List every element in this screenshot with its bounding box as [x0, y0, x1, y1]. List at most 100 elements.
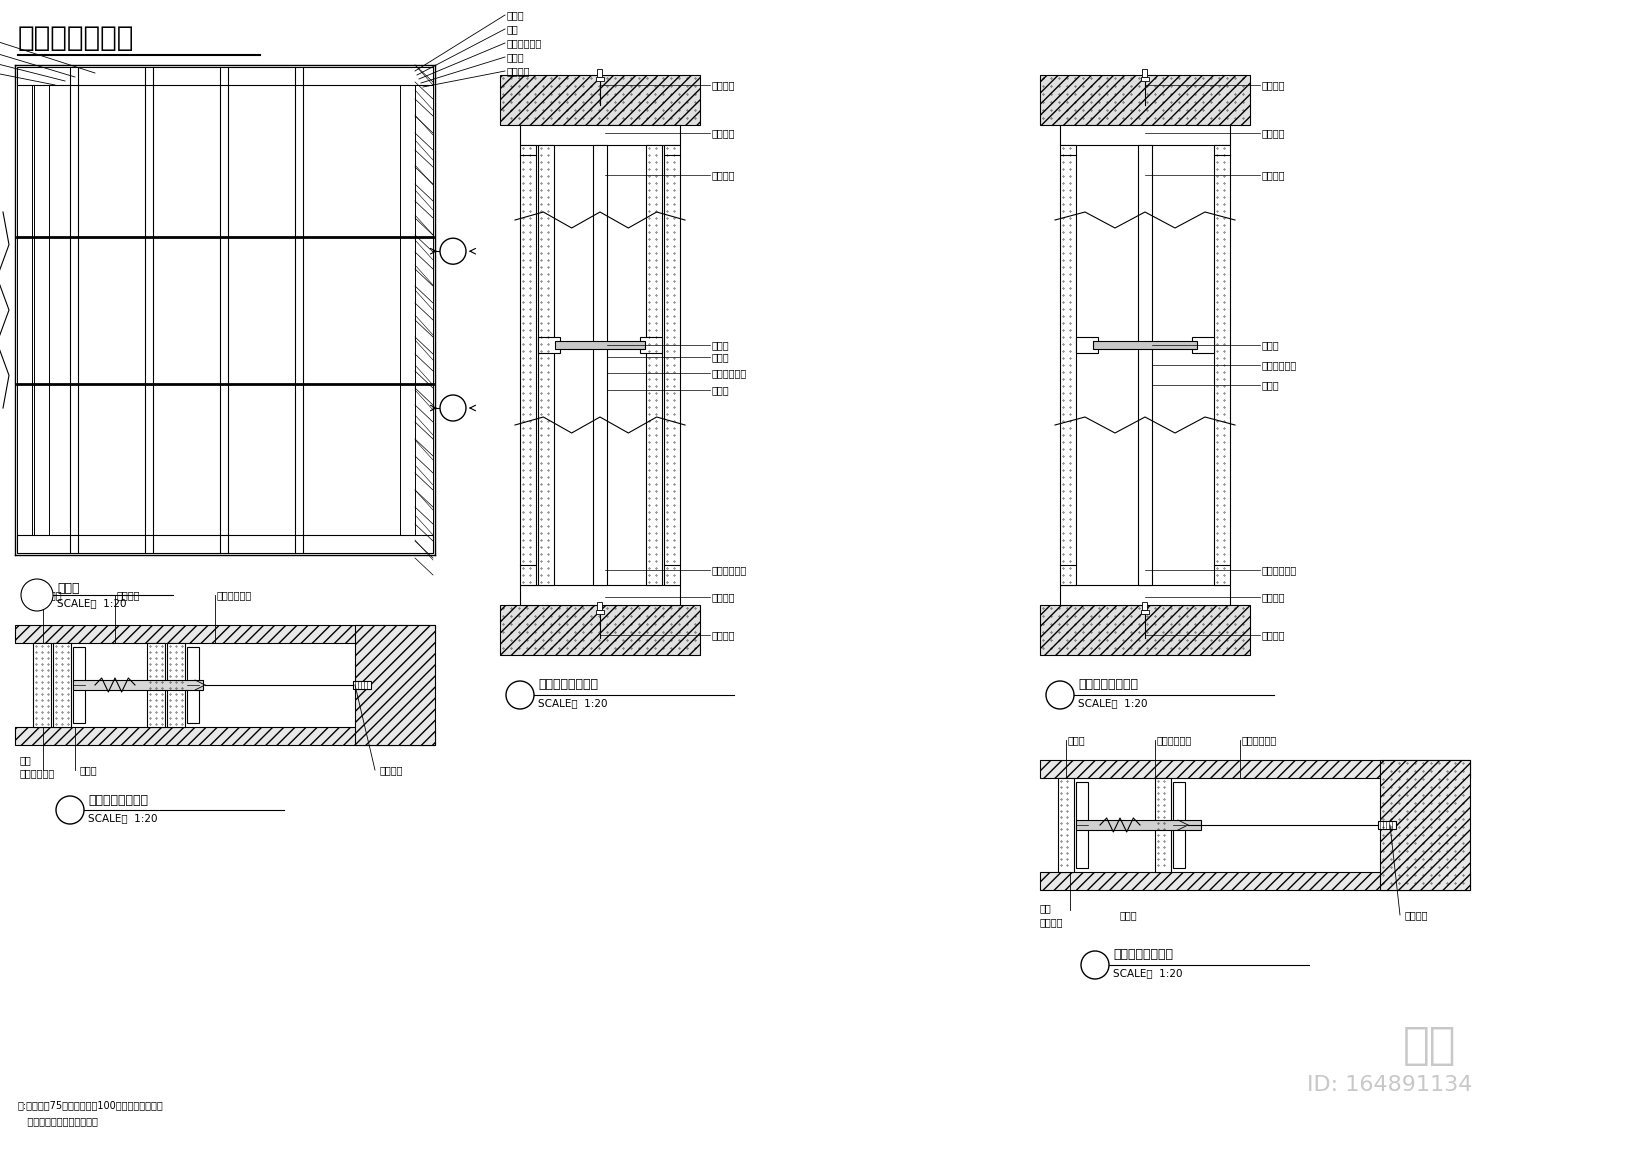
Text: 通贯横撑龙骨: 通贯横撑龙骨 [712, 368, 747, 377]
Text: 石膏板: 石膏板 [1262, 380, 1279, 390]
Text: SCALE：  1:20: SCALE： 1:20 [58, 598, 127, 608]
Text: 膨胀螺栓: 膨胀螺栓 [712, 80, 735, 90]
Text: 竖向龙骨: 竖向龙骨 [712, 170, 735, 181]
Bar [1060, 125, 1229, 144]
Text: 石膏板: 石膏板 [712, 384, 730, 395]
Bar [1139, 144, 1152, 585]
Text: 高强度自攻丝: 高强度自攻丝 [20, 768, 56, 778]
Bar [1076, 820, 1201, 829]
Bar [1040, 871, 1470, 890]
Bar [1040, 760, 1470, 778]
Text: 单层石膏板剖面图: 单层石膏板剖面图 [1112, 948, 1173, 961]
Text: 双层石膏板剖面图: 双层石膏板剖面图 [87, 793, 148, 806]
Text: 膨胀螺栓: 膨胀螺栓 [712, 630, 735, 640]
Bar [664, 144, 681, 585]
Text: 膨胀螺栓: 膨胀螺栓 [1406, 910, 1429, 920]
Bar [1142, 69, 1147, 77]
Bar [1379, 760, 1470, 890]
Text: 支撑卡: 支撑卡 [1262, 340, 1279, 350]
Text: 轻钢龙骨应必须满填隔音毡: 轻钢龙骨应必须满填隔音毡 [18, 1116, 97, 1127]
Bar [35, 68, 49, 553]
Text: 立面图: 立面图 [58, 581, 79, 594]
Text: 单层石膏板剖面图: 单层石膏板剖面图 [1078, 678, 1139, 692]
Bar [1155, 778, 1172, 871]
Bar [73, 680, 203, 690]
Bar [15, 624, 435, 643]
Circle shape [56, 796, 84, 824]
Bar [639, 337, 662, 353]
Text: 隔墙系列节点图: 隔墙系列节点图 [18, 24, 135, 52]
Bar [186, 647, 199, 723]
Text: 高强度自攻丝: 高强度自攻丝 [1262, 565, 1297, 576]
Bar [166, 643, 185, 727]
Circle shape [506, 682, 534, 709]
Bar [499, 605, 700, 655]
Bar [15, 727, 435, 744]
Bar [400, 68, 415, 553]
Text: 通贯横撑龙骨: 通贯横撑龙骨 [1243, 735, 1277, 744]
Bar [521, 585, 681, 605]
Bar [593, 144, 606, 585]
Circle shape [1081, 951, 1109, 979]
Text: 石膏板: 石膏板 [44, 589, 63, 600]
Bar [1040, 605, 1249, 655]
Text: 石膏板: 石膏板 [1121, 910, 1137, 920]
Circle shape [440, 395, 466, 421]
Text: 沿地龙骨: 沿地龙骨 [1262, 592, 1285, 602]
Text: 竖向龙骨: 竖向龙骨 [117, 589, 140, 600]
Text: SCALE：  1:20: SCALE： 1:20 [1078, 698, 1147, 708]
Bar [1140, 77, 1149, 82]
Bar [521, 125, 681, 144]
Text: 竖向龙骨: 竖向龙骨 [1040, 917, 1063, 927]
Bar [1060, 585, 1229, 605]
Text: SCALE：  1:20: SCALE： 1:20 [1112, 968, 1183, 977]
Text: 膨胀螺栓: 膨胀螺栓 [381, 765, 404, 775]
Text: 知东: 知东 [1402, 1024, 1457, 1066]
Bar [1076, 337, 1098, 353]
Text: 高强度自攻丝: 高强度自攻丝 [508, 38, 542, 48]
Text: SCALE：  1:20: SCALE： 1:20 [537, 698, 608, 708]
Text: 石膏板: 石膏板 [508, 10, 524, 20]
Bar [646, 144, 662, 585]
Text: B: B [1055, 689, 1065, 702]
Text: 沿顶龙骨: 沿顶龙骨 [1262, 128, 1285, 137]
Bar [499, 75, 700, 125]
Text: 板缝: 板缝 [508, 24, 519, 34]
Bar [1060, 144, 1076, 585]
Text: 板缝: 板缝 [20, 755, 31, 765]
Text: 石膏板: 石膏板 [1068, 735, 1086, 744]
Text: 膨胀螺栓: 膨胀螺栓 [1262, 80, 1285, 90]
Bar [33, 643, 51, 727]
Bar [537, 144, 554, 585]
Text: 石膏板: 石膏板 [81, 765, 97, 775]
Bar [16, 68, 433, 85]
Text: 石膏板: 石膏板 [712, 352, 730, 362]
Bar [1378, 821, 1396, 829]
Bar [598, 69, 603, 77]
Text: C: C [64, 803, 76, 817]
Text: 通贯横撑龙骨: 通贯横撑龙骨 [218, 589, 252, 600]
Bar [555, 341, 644, 350]
Text: 板缝: 板缝 [1040, 903, 1051, 913]
Text: A: A [1089, 958, 1101, 972]
Bar [1192, 337, 1215, 353]
Bar [1173, 782, 1185, 868]
Text: 双层石膏板剖面图: 双层石膏板剖面图 [537, 678, 598, 692]
Text: 高强度自攻丝: 高强度自攻丝 [1157, 735, 1192, 744]
Text: 支撑卡: 支撑卡 [712, 340, 730, 350]
Bar [1076, 782, 1088, 868]
Circle shape [21, 579, 53, 610]
Bar [521, 144, 536, 585]
Text: 装饰墙面: 装饰墙面 [508, 66, 531, 76]
Bar [16, 68, 31, 553]
Text: 沿地龙骨: 沿地龙骨 [712, 592, 735, 602]
Text: 膨胀螺栓: 膨胀螺栓 [1262, 630, 1285, 640]
Bar [353, 682, 371, 689]
Text: 石膏板: 石膏板 [508, 52, 524, 62]
Bar [1093, 341, 1196, 350]
Bar [1058, 778, 1074, 871]
Bar [1040, 75, 1249, 125]
Bar [415, 68, 433, 553]
Circle shape [440, 238, 466, 264]
Bar [597, 610, 605, 614]
